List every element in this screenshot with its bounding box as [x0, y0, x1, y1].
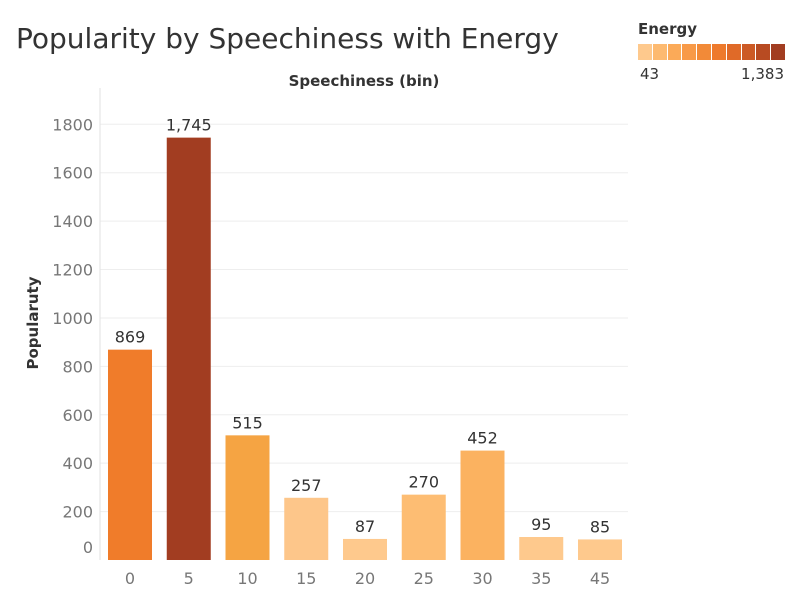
y-tick-label: 0: [83, 538, 93, 557]
legend-swatch: [697, 44, 711, 60]
legend-color-ramp: [638, 44, 786, 60]
energy-legend: Energy 43 1,383: [638, 20, 786, 85]
x-tick-label: 35: [531, 569, 551, 588]
y-tick-label: 1400: [52, 212, 93, 231]
x-tick-label: 0: [125, 569, 135, 588]
y-tick-label: 1800: [52, 115, 93, 134]
y-tick-label: 600: [62, 406, 93, 425]
legend-labels: 43 1,383: [638, 65, 786, 85]
bar-data-label: 87: [355, 517, 375, 536]
bars: [108, 137, 622, 560]
bar: [401, 494, 446, 560]
y-tick-label: 400: [62, 454, 93, 473]
bar: [343, 538, 387, 560]
x-tick-label: 15: [296, 569, 316, 588]
x-axis-ticks: 0 5 10 15 20 25 30 35 45: [125, 569, 610, 588]
legend-swatch: [638, 44, 652, 60]
bar-data-label: 95: [531, 515, 551, 534]
bar-data-label: 515: [232, 413, 263, 432]
legend-swatch: [667, 44, 682, 60]
y-axis-ticks: 0 200 400 600 800 1000 1200 1400 1600 1800: [52, 115, 93, 557]
bar-data-label: 270: [408, 473, 439, 492]
y-axis-title: Popularuty: [24, 276, 42, 369]
bar: [166, 137, 211, 560]
y-tick-label: 200: [62, 503, 93, 522]
legend-swatch: [771, 44, 785, 60]
x-tick-label: 45: [590, 569, 610, 588]
bar: [108, 349, 152, 560]
bar: [578, 539, 622, 560]
bar-data-label: 1,745: [166, 116, 212, 135]
legend-swatch: [741, 44, 756, 60]
bar-data-label: 257: [291, 476, 322, 495]
x-tick-label: 30: [472, 569, 492, 588]
bar: [284, 497, 329, 560]
bar-data-label: 869: [115, 328, 146, 347]
y-tick-label: 800: [62, 357, 93, 376]
bar-data-label: 85: [590, 517, 610, 536]
bar: [519, 537, 564, 560]
x-tick-label: 10: [237, 569, 257, 588]
data-labels: 869 1,745 515 257 87 270 452 95 85: [115, 116, 610, 537]
y-tick-label: 1200: [52, 261, 93, 280]
bar: [460, 450, 505, 560]
legend-swatch: [711, 44, 726, 60]
legend-swatch: [682, 44, 697, 60]
y-tick-label: 1600: [52, 164, 93, 183]
legend-swatch: [756, 44, 771, 60]
x-axis-title: Speechiness (bin): [289, 72, 440, 90]
bar-data-label: 452: [467, 429, 498, 448]
legend-max-label: 1,383: [741, 65, 784, 83]
y-tick-label: 1000: [52, 309, 93, 328]
x-tick-label: 20: [355, 569, 375, 588]
x-tick-label: 5: [184, 569, 194, 588]
bar: [225, 435, 270, 560]
legend-min-label: 43: [640, 65, 660, 83]
legend-swatch: [652, 44, 667, 60]
legend-swatch: [726, 44, 741, 60]
x-tick-label: 25: [414, 569, 434, 588]
chart-title: Popularity by Speechiness with Energy: [16, 22, 559, 55]
legend-title: Energy: [638, 20, 698, 38]
